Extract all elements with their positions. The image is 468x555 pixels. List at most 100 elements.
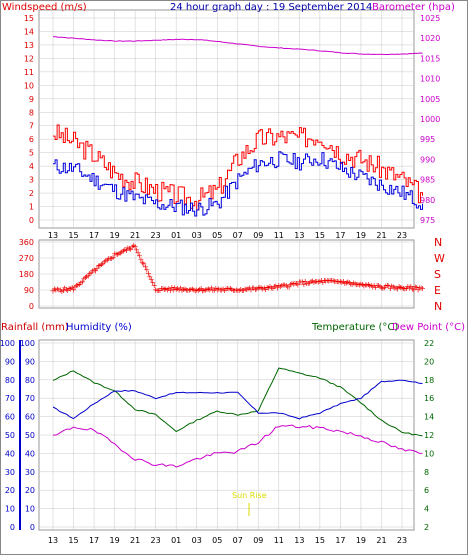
barometer-tick: 985	[420, 176, 435, 185]
direction-point: +	[361, 281, 368, 290]
direction-point: +	[236, 286, 243, 295]
direction-point: +	[267, 282, 274, 291]
windspeed-tick: 7	[29, 122, 34, 131]
direction-point: +	[218, 286, 225, 295]
direction-point: +	[346, 278, 353, 287]
windspeed-tick: 10	[24, 81, 34, 90]
direction-point: +	[391, 284, 398, 293]
direction-point: +	[402, 284, 409, 293]
hour-tick: 07	[233, 536, 243, 545]
hour-tick: 13	[48, 536, 58, 545]
direction-tick: 0	[29, 302, 34, 311]
hour-tick: 03	[192, 536, 202, 545]
direction-point: +	[230, 286, 237, 295]
barometer-tick: 1000	[420, 115, 440, 124]
direction-point: +	[60, 286, 67, 295]
direction-point: +	[196, 285, 203, 294]
humidity-tick: 0	[30, 523, 35, 532]
temperature-axis-title: Temperature (°C)	[311, 322, 398, 333]
direction-point: +	[273, 282, 280, 291]
direction-point: +	[205, 285, 212, 294]
direction-point: +	[312, 277, 319, 286]
temperature-tick: 10	[424, 449, 434, 458]
windspeed-tick: 14	[24, 27, 34, 36]
direction-point: +	[264, 283, 271, 292]
direction-point: +	[189, 285, 196, 294]
windspeed-axis-title: Windspeed (m/s)	[2, 2, 87, 13]
barometer-tick: 980	[420, 196, 435, 205]
direction-point: +	[324, 276, 331, 285]
rainfall-ticks: 0 10 20 30 40 50 60 70 80 90 100	[0, 339, 15, 532]
windspeed-tick: 8	[29, 108, 34, 117]
humidity-axis-title: Humidity (%)	[66, 322, 132, 333]
direction-point: +	[72, 283, 79, 292]
direction-point: +	[82, 273, 89, 282]
direction-point: +	[201, 286, 208, 295]
direction-point: +	[89, 266, 96, 275]
direction-point: +	[58, 287, 65, 296]
windspeed-tick: 1	[29, 203, 34, 212]
humidity-tick: 10	[25, 505, 35, 514]
hour-tick: 11	[274, 536, 284, 545]
hour-tick: 17	[89, 231, 99, 240]
humidity-tick: 50	[25, 431, 35, 440]
hour-tick: 21	[376, 231, 386, 240]
temperature-ticks: 2 4 6 8 10 12 14 16 18 20 22	[424, 339, 434, 532]
direction-point: +	[278, 281, 285, 290]
rainfall-tick: 80	[5, 376, 15, 385]
windspeed-tick: 6	[29, 135, 34, 144]
direction-point: +	[163, 285, 170, 294]
direction-point: +	[104, 256, 111, 265]
dewpoint-line	[52, 424, 423, 468]
hour-tick: 05	[212, 231, 222, 240]
temp-hour-ticks: 13 15 17 19 21 23 01 03 05 07 09 11 13 15 17 19 21 23	[48, 536, 407, 545]
direction-point: +	[233, 286, 240, 295]
direction-point: +	[397, 283, 404, 292]
direction-point: +	[296, 277, 303, 286]
direction-point: +	[158, 284, 165, 293]
direction-point: +	[259, 285, 266, 294]
direction-point: +	[339, 278, 346, 287]
direction-point: +	[344, 277, 351, 286]
direction-point: +	[122, 245, 129, 254]
windspeed-tick: 15	[24, 14, 34, 23]
direction-point: +	[308, 277, 315, 286]
direction-point: +	[286, 282, 293, 291]
hour-tick: 05	[212, 536, 222, 545]
direction-point: +	[284, 282, 291, 291]
direction-point: +	[311, 278, 318, 287]
direction-point: +	[170, 285, 177, 294]
windspeed-tick: 0	[29, 216, 34, 225]
direction-point: +	[270, 284, 277, 293]
direction-point: +	[292, 279, 299, 288]
direction-point: +	[161, 285, 168, 294]
direction-point: +	[61, 283, 68, 292]
temperature-tick: 12	[424, 431, 434, 440]
direction-point: +	[117, 249, 124, 258]
direction-point: +	[108, 254, 115, 263]
direction-series: ++++++++++++++++++++++++++++++++++++++++…	[50, 241, 426, 296]
direction-point: +	[256, 283, 263, 292]
direction-point: +	[198, 284, 205, 293]
hour-tick: 21	[376, 536, 386, 545]
direction-point: +	[157, 286, 164, 295]
direction-point: +	[407, 282, 414, 291]
direction-point: +	[271, 282, 278, 291]
humidity-ticks: 0 10 20 30 40 50 60 70 80 90 100	[20, 339, 35, 532]
hour-tick: 15	[315, 231, 325, 240]
direction-point: +	[419, 284, 426, 293]
windspeed-tick: 12	[24, 54, 34, 63]
compass-tick: S	[434, 268, 441, 281]
hour-tick: 09	[253, 536, 263, 545]
direction-point: +	[116, 249, 123, 258]
rainfall-tick: 90	[5, 357, 15, 366]
hour-tick: 09	[253, 231, 263, 240]
direction-point: +	[328, 276, 335, 285]
direction-point: +	[240, 286, 247, 295]
direction-point: +	[127, 245, 134, 254]
direction-point: +	[148, 275, 155, 284]
direction-point: +	[303, 279, 310, 288]
humidity-tick: 90	[25, 357, 35, 366]
rainfall-tick: 60	[5, 413, 15, 422]
